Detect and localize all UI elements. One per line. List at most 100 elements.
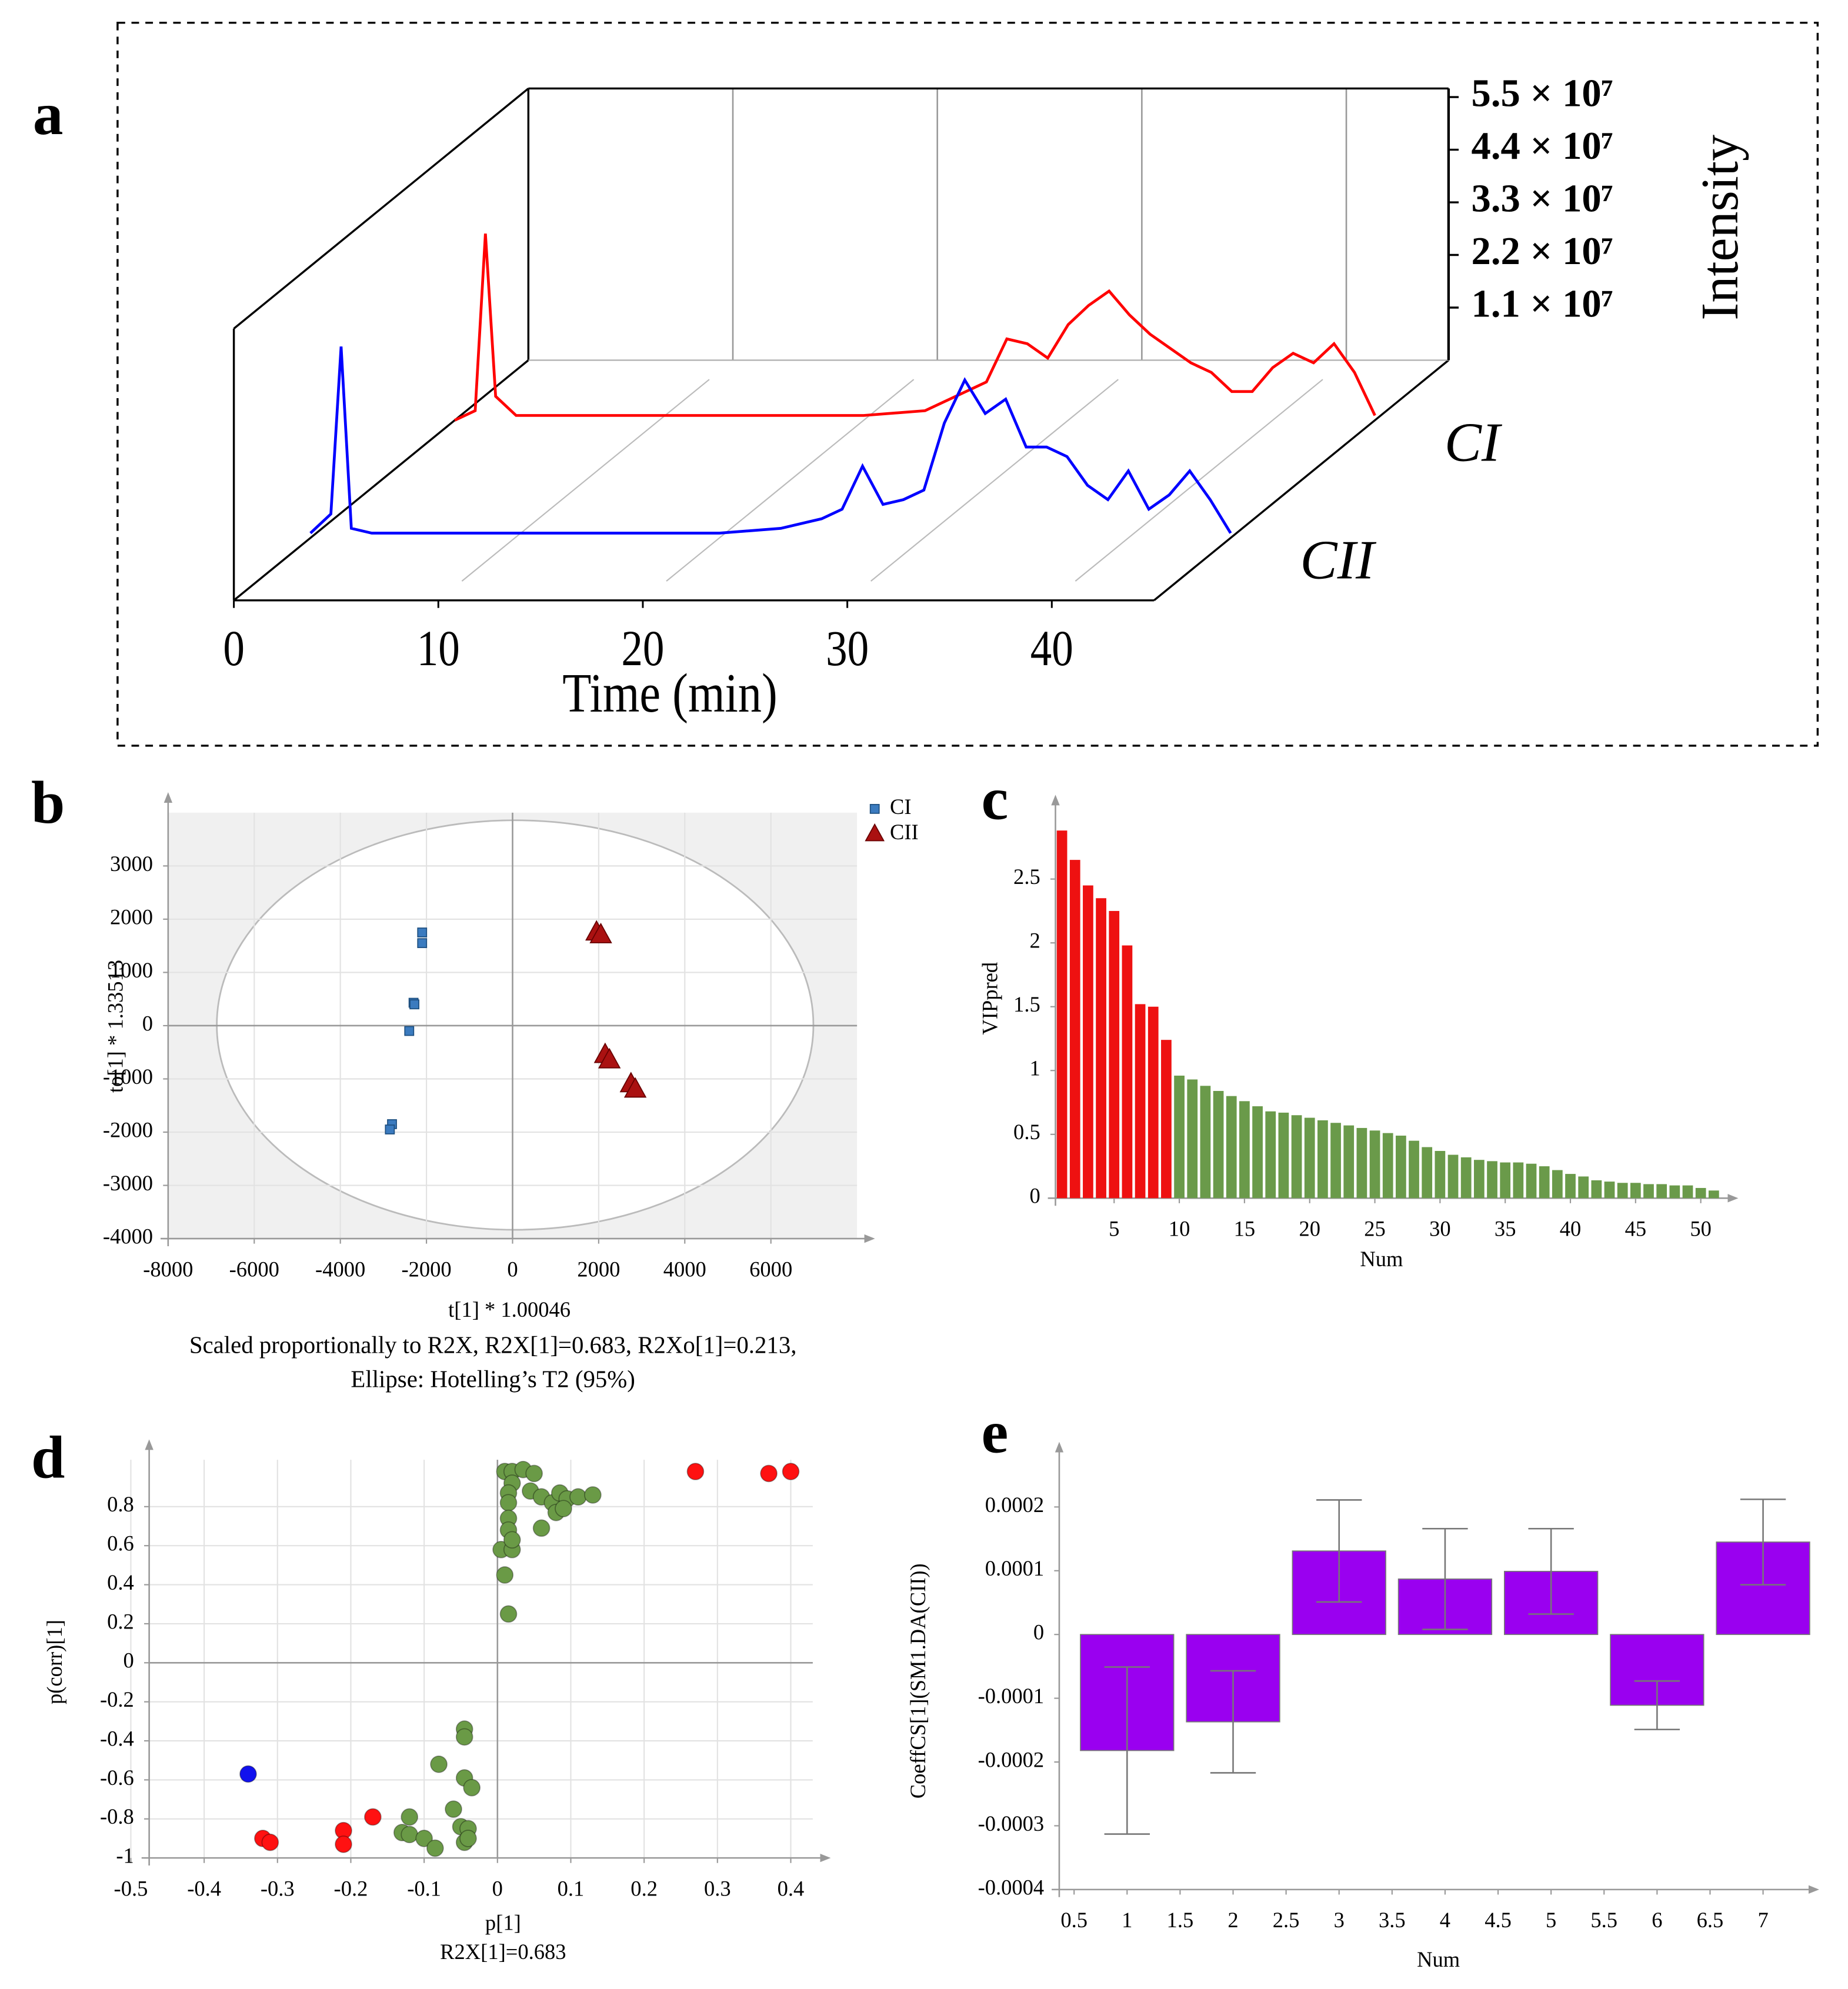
floor-grid-line <box>461 379 710 582</box>
bar <box>1578 1176 1589 1199</box>
point <box>532 1519 551 1537</box>
y-tick-label: 0.8 <box>107 1492 134 1516</box>
x-tick-label: 0.4 <box>778 1876 805 1900</box>
y-tick-label: 2000 <box>110 905 153 929</box>
x-tick-label: 5 <box>1109 1217 1119 1241</box>
x-tick-label: -8000 <box>143 1257 193 1281</box>
bar <box>1265 1111 1276 1199</box>
y-tick-label: 0.4 <box>107 1570 134 1594</box>
series-label: CII <box>1300 530 1377 591</box>
x-axis-label: t[1] * 1.00046 <box>448 1297 571 1321</box>
y-tick-label: 0.6 <box>107 1531 134 1556</box>
point <box>525 1464 543 1483</box>
point <box>623 1077 647 1098</box>
x-tick-label: 20 <box>621 620 664 676</box>
bar <box>1447 1154 1459 1199</box>
bar <box>1369 1130 1380 1199</box>
bar <box>1069 860 1080 1199</box>
y-tick-label: 5.5 × 10⁷ <box>1472 72 1613 115</box>
bar <box>1473 1160 1485 1199</box>
y-tick-label: -0.8 <box>100 1804 134 1828</box>
point <box>496 1566 514 1584</box>
panel-frame <box>116 21 1819 747</box>
panel-label: b <box>31 769 65 836</box>
point <box>364 1808 382 1826</box>
point <box>426 1839 444 1857</box>
y-tick-label: 0 <box>1029 1184 1040 1208</box>
y-tick-label: 0 <box>142 1011 153 1035</box>
point <box>445 1800 462 1818</box>
caption: Scaled proportionally to R2X, R2X[1]=0.6… <box>189 1331 797 1358</box>
bar <box>1056 830 1068 1199</box>
bar <box>1226 1096 1237 1199</box>
caption: Ellipse: Hotelling’s T2 (95%) <box>351 1366 635 1392</box>
bar <box>1591 1180 1602 1199</box>
bar <box>1604 1182 1615 1199</box>
floor-left-edge <box>233 359 529 602</box>
y-tick-label: 0 <box>1033 1620 1044 1644</box>
x-tick-label: 7 <box>1757 1908 1768 1932</box>
bar <box>1643 1184 1654 1199</box>
bar <box>1135 1004 1146 1199</box>
x-axis-label: p[1] <box>485 1910 521 1934</box>
y-tick-label: 1000 <box>110 958 153 982</box>
x-tick-label: 0.5 <box>1060 1908 1088 1932</box>
y-tick-label: -3000 <box>103 1171 153 1195</box>
y-axis-label: VIPpred <box>978 962 1002 1035</box>
x-tick-label: 1 <box>1122 1908 1132 1932</box>
point <box>409 999 419 1010</box>
panel-label: c <box>981 766 1008 833</box>
y-tick-label: 0.0001 <box>985 1556 1044 1580</box>
y-tick-label: 1.5 <box>1013 992 1040 1016</box>
x-tick-label: 1.5 <box>1167 1908 1194 1932</box>
bar <box>1617 1183 1628 1199</box>
x-tick-label: 2000 <box>577 1257 620 1281</box>
bar <box>1382 1133 1393 1199</box>
legend-label: CI <box>890 795 912 819</box>
x-tick-label: 25 <box>1364 1217 1386 1241</box>
bar <box>1460 1157 1472 1199</box>
y-tick-label: 0.2 <box>107 1609 134 1633</box>
bar <box>1096 898 1106 1199</box>
x-tick-label: 5 <box>1546 1908 1556 1932</box>
x-tick-label: -2000 <box>401 1257 451 1281</box>
point <box>385 1124 395 1134</box>
point <box>239 1765 257 1783</box>
legend-marker <box>865 823 885 842</box>
x-tick-label: 15 <box>1234 1217 1256 1241</box>
y-axis-label: p(corr)[1] <box>42 1620 66 1704</box>
bar <box>1109 910 1120 1199</box>
bar <box>1669 1185 1680 1199</box>
point <box>503 1531 521 1549</box>
bar <box>1174 1075 1185 1199</box>
x-tick-label: 3.5 <box>1379 1908 1406 1932</box>
x-tick-label: 0.2 <box>631 1876 658 1900</box>
x-tick-label: 6000 <box>749 1257 792 1281</box>
panel-label: e <box>981 1399 1008 1466</box>
point <box>584 1486 602 1504</box>
y-axis-label: Intensity <box>1690 135 1749 321</box>
y-tick-label: 0.5 <box>1013 1120 1040 1144</box>
chromatogram-line <box>454 233 1376 422</box>
y-tick-label: 0.0002 <box>985 1493 1044 1517</box>
bar <box>1291 1115 1302 1199</box>
x-tick-label: 0.3 <box>704 1876 731 1900</box>
x-tick-label: 5.5 <box>1590 1908 1617 1932</box>
x-tick-label: 2 <box>1227 1908 1238 1932</box>
bar <box>1513 1162 1524 1199</box>
bar <box>1148 1006 1159 1199</box>
x-tick-label: 0 <box>223 620 245 676</box>
x-tick-label: -0.1 <box>407 1876 441 1900</box>
x-axis-label: Num <box>1417 1947 1460 1971</box>
x-tick-label: 4 <box>1440 1908 1450 1932</box>
x-tick-label: 10 <box>1169 1217 1190 1241</box>
x-tick-label: -4000 <box>315 1257 365 1281</box>
bar <box>1526 1163 1537 1199</box>
y-axis-label: CoeffCS[1](SM1.DA(CII)) <box>906 1563 930 1798</box>
bar <box>1708 1190 1719 1199</box>
point <box>499 1494 518 1512</box>
y-tick-label: -4000 <box>103 1224 153 1248</box>
y-tick-label: -0.2 <box>100 1687 134 1711</box>
bar <box>1409 1140 1419 1199</box>
